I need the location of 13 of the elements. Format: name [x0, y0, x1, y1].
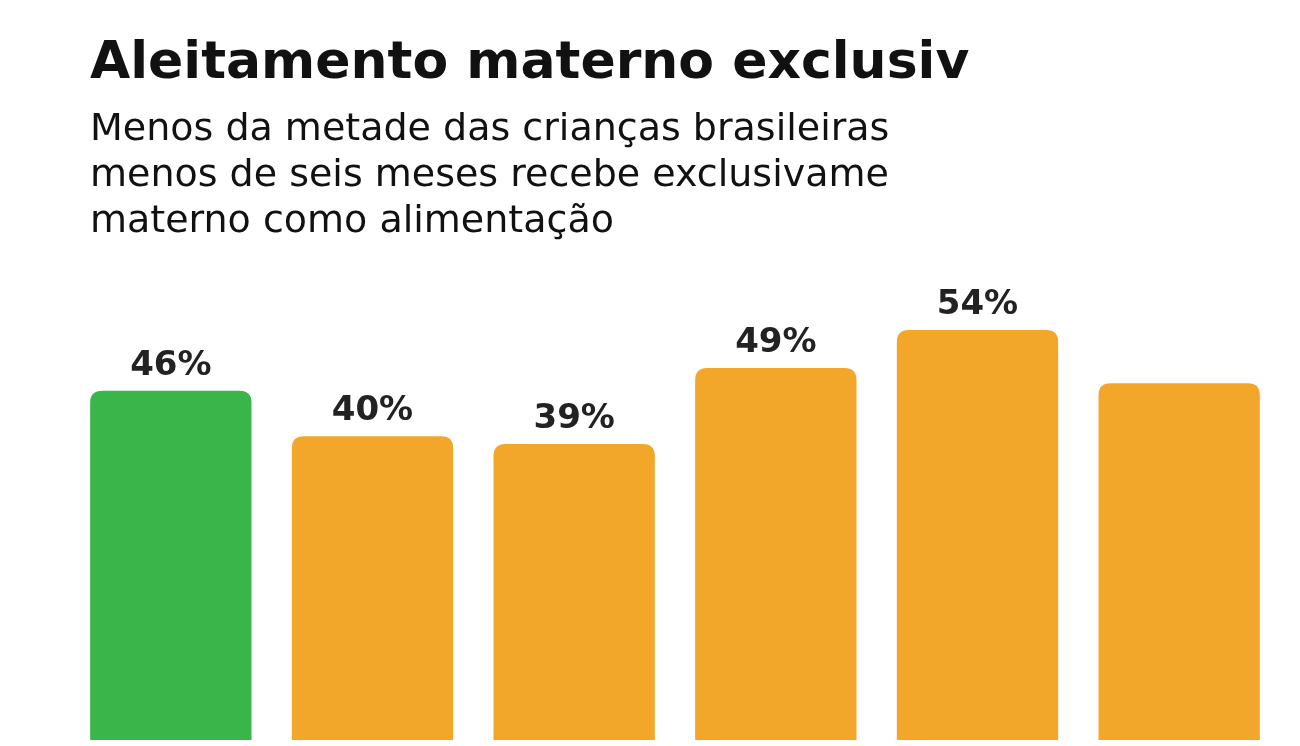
- bar: [291, 436, 454, 740]
- data-label: 49%: [735, 319, 817, 360]
- data-label: 40%: [331, 388, 414, 429]
- chart-subtitle: Menos da metade das crianças brasileiras menos de seis meses recebe exclusivame materno como alimentação: [90, 105, 890, 241]
- data-label: 46%: [130, 342, 212, 383]
- chart-title: Aleitamento materno exclusiv: [90, 30, 970, 90]
- bar: [493, 443, 655, 740]
- data-label: 54%: [936, 282, 1019, 322]
- bar: [90, 390, 252, 740]
- data-label: 39%: [533, 395, 615, 436]
- bar: [695, 367, 857, 740]
- bar: [896, 330, 1059, 740]
- bar: [1098, 383, 1260, 740]
